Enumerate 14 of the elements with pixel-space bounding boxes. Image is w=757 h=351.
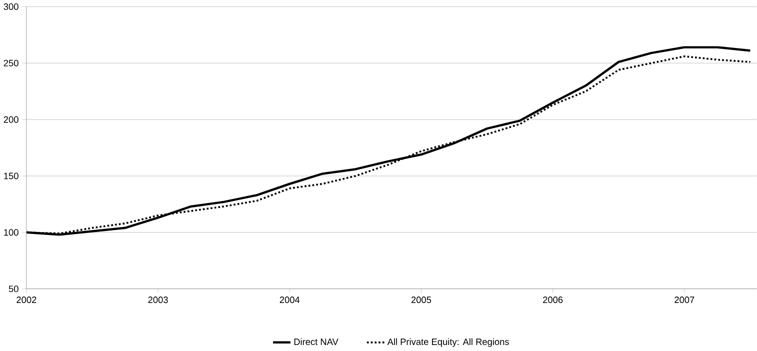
y-tick-label: 300 (4, 4, 18, 10)
x-tick-label: 2002 (16, 296, 36, 304)
x-tick-label: 2007 (674, 296, 694, 304)
y-tick-label: 250 (4, 60, 18, 67)
x-tick-label: 2005 (411, 296, 432, 304)
y-tick-label: 150 (4, 172, 18, 180)
x-tick-label: 2006 (543, 296, 563, 304)
y-tick-label: 200 (4, 116, 18, 123)
y-tick-label: 100 (4, 229, 18, 236)
legend-label: Direct NAV (294, 338, 338, 346)
y-tick-label: 50 (8, 286, 18, 292)
x-tick-label: 2003 (148, 296, 168, 304)
legend-label: All Private Equity: All Regions (387, 338, 509, 348)
x-tick-label: 2004 (280, 296, 300, 304)
